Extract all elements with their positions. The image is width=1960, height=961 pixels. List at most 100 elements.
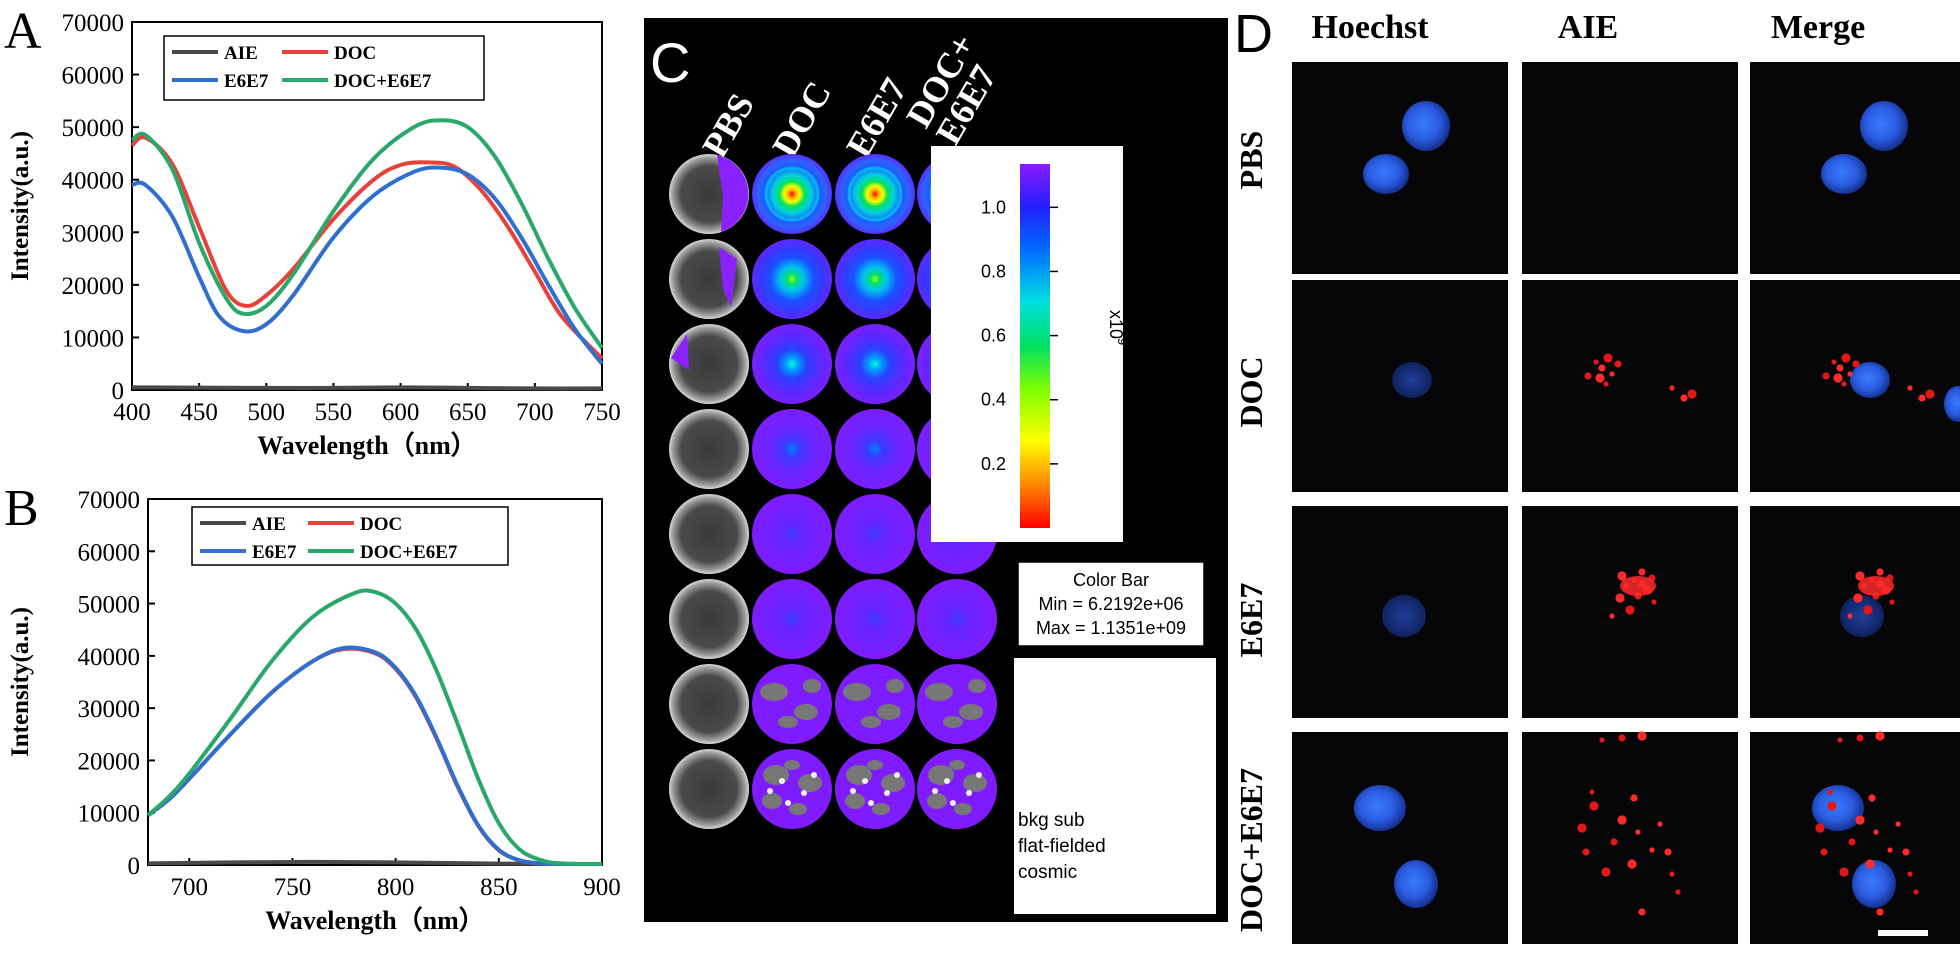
nucleus [1392,362,1432,398]
col-label-doc: DOC [764,75,839,164]
micro-image [1522,62,1738,274]
aie-puncta [1615,593,1625,603]
legend-label: E6E7 [252,542,297,563]
aie-puncta [1815,823,1825,833]
series-line-doc [146,646,603,866]
aie-puncta [1865,859,1875,869]
y-tick-label: 20000 [78,748,141,775]
row-label-doc-e6e7: DOC+E6E7 [1233,768,1269,932]
panel-label-a: A [4,3,42,60]
aie-puncta [1895,821,1901,827]
nucleus [1363,154,1409,194]
well-background-patch [794,704,818,720]
micro-image [1292,732,1508,944]
aie-puncta [1618,734,1626,742]
well-speck [779,778,785,784]
aie-puncta [1822,372,1830,380]
aie-puncta [1907,385,1913,391]
aie-puncta [1876,908,1884,916]
well-ring [847,166,903,222]
aie-puncta [1603,381,1609,387]
well-pbs [669,664,749,744]
series-line-aie [131,385,603,391]
well-signal [835,494,915,574]
colorbar-multiplier: x10 9 [1106,310,1130,345]
well-speck [966,790,972,796]
aie-puncta [1638,908,1646,916]
aie-puncta [1902,848,1910,856]
well-background-patch [861,716,881,728]
well-background-patch [963,774,987,792]
aie-puncta [1836,364,1844,372]
y-tick-label: 30000 [62,220,125,247]
legend-label: AIE [252,514,286,535]
aie-puncta [1614,360,1622,368]
well-pbs [669,409,749,489]
colorbar-tick-label: 1.0 [981,197,1006,217]
y-tick-label: 70000 [78,487,141,514]
nucleus [1840,595,1884,637]
aie-puncta [1852,360,1860,368]
well-signal [917,579,997,659]
panel-label-c: C [650,31,690,94]
y-tick-label: 30000 [78,696,141,723]
well-background-patch [798,774,822,792]
panel-label-d: D [1234,4,1273,64]
micro-image [1522,732,1738,944]
aie-puncta [1847,371,1853,377]
well-signal [752,154,832,234]
y-axis-label: Intensity(a.u.) [7,607,34,757]
notes-box [1014,658,1216,914]
aie-puncta [1827,801,1837,811]
well-background-patch [954,803,972,815]
aie-puncta [1839,867,1849,877]
x-tick-label: 800 [377,874,415,901]
x-axis-label: Wavelength（nm） [257,431,477,460]
aie-puncta [1918,394,1926,402]
aie-puncta [1617,815,1627,825]
well-background-patch [845,793,865,809]
microscopy-grid [1292,62,1960,944]
aie-puncta [1627,859,1637,869]
aie-puncta [1610,838,1618,846]
well-signal [752,239,832,319]
well-pbs-signal [671,334,689,370]
well-speck [950,800,956,806]
aie-puncta [1687,389,1697,399]
well-background-patch [872,803,890,815]
aie-puncta [1609,371,1615,377]
col-label-doc-e6e7: DOC+E6E7 [898,27,1012,151]
colorbar-min: Min = 6.2192e+06 [1038,594,1183,614]
note-flat-fielded: flat-fielded [1018,836,1106,857]
well-pbs [669,579,749,659]
well-signal [835,664,915,744]
aie-puncta [1831,359,1837,365]
y-tick-label: 40000 [62,168,125,195]
well-background-patch [886,679,904,693]
aie-puncta [1680,394,1688,402]
well-background-patch [843,683,871,701]
x-tick-label: 600 [382,399,420,426]
svg-text:9: 9 [1115,338,1130,345]
aie-puncta [1875,731,1885,741]
aie-puncta [1827,789,1833,795]
aie-puncta [1841,381,1847,387]
legend-label: DOC+E6E7 [334,71,432,92]
well-signal [835,239,915,319]
well-ring [764,166,820,222]
well-background-patch [784,760,800,770]
col-label-hoechst: Hoechst [1311,9,1429,46]
x-tick-label: 400 [113,399,151,426]
colorbar-max: Max = 1.1351e+09 [1036,618,1186,638]
well-background-patch [949,760,965,770]
aie-puncta [1675,889,1681,895]
note-cosmic: cosmic [1018,862,1077,883]
well-speck [801,790,807,796]
well-speck [785,800,791,806]
well-background-patch [762,793,782,809]
chart-a: A 0 10000 20000 30000 40000 50000 60000 70000 40… [4,3,621,460]
aie-puncta [1649,847,1655,853]
aie-puncta [1589,789,1595,795]
colorbar-ticks: 1.0 0.8 0.6 0.4 0.2 [981,197,1058,474]
well-signal [752,494,832,574]
